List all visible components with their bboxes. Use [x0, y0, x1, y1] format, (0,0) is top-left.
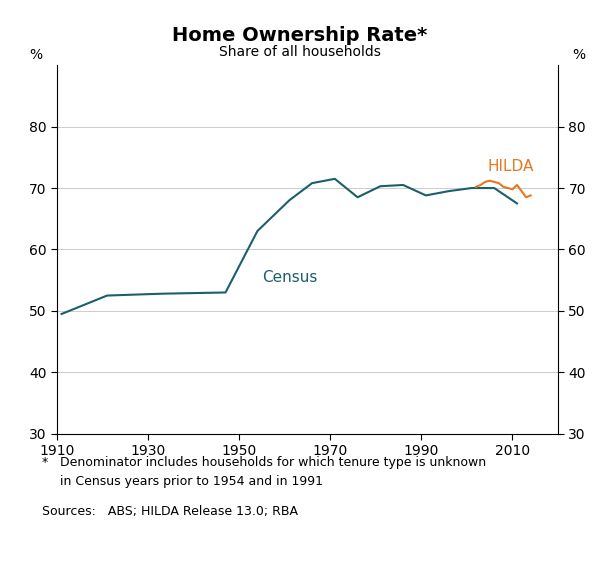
Text: Share of all households: Share of all households [219, 45, 381, 60]
Text: HILDA: HILDA [487, 159, 534, 174]
Text: %: % [29, 48, 43, 62]
Text: Home Ownership Rate*: Home Ownership Rate* [172, 26, 428, 45]
Text: Sources:   ABS; HILDA Release 13.0; RBA: Sources: ABS; HILDA Release 13.0; RBA [42, 505, 298, 518]
Text: *: * [42, 456, 48, 469]
Text: in Census years prior to 1954 and in 1991: in Census years prior to 1954 and in 199… [60, 475, 323, 488]
Text: Denominator includes households for which tenure type is unknown: Denominator includes households for whic… [60, 456, 486, 469]
Text: Census: Census [262, 270, 317, 285]
Text: %: % [572, 48, 586, 62]
